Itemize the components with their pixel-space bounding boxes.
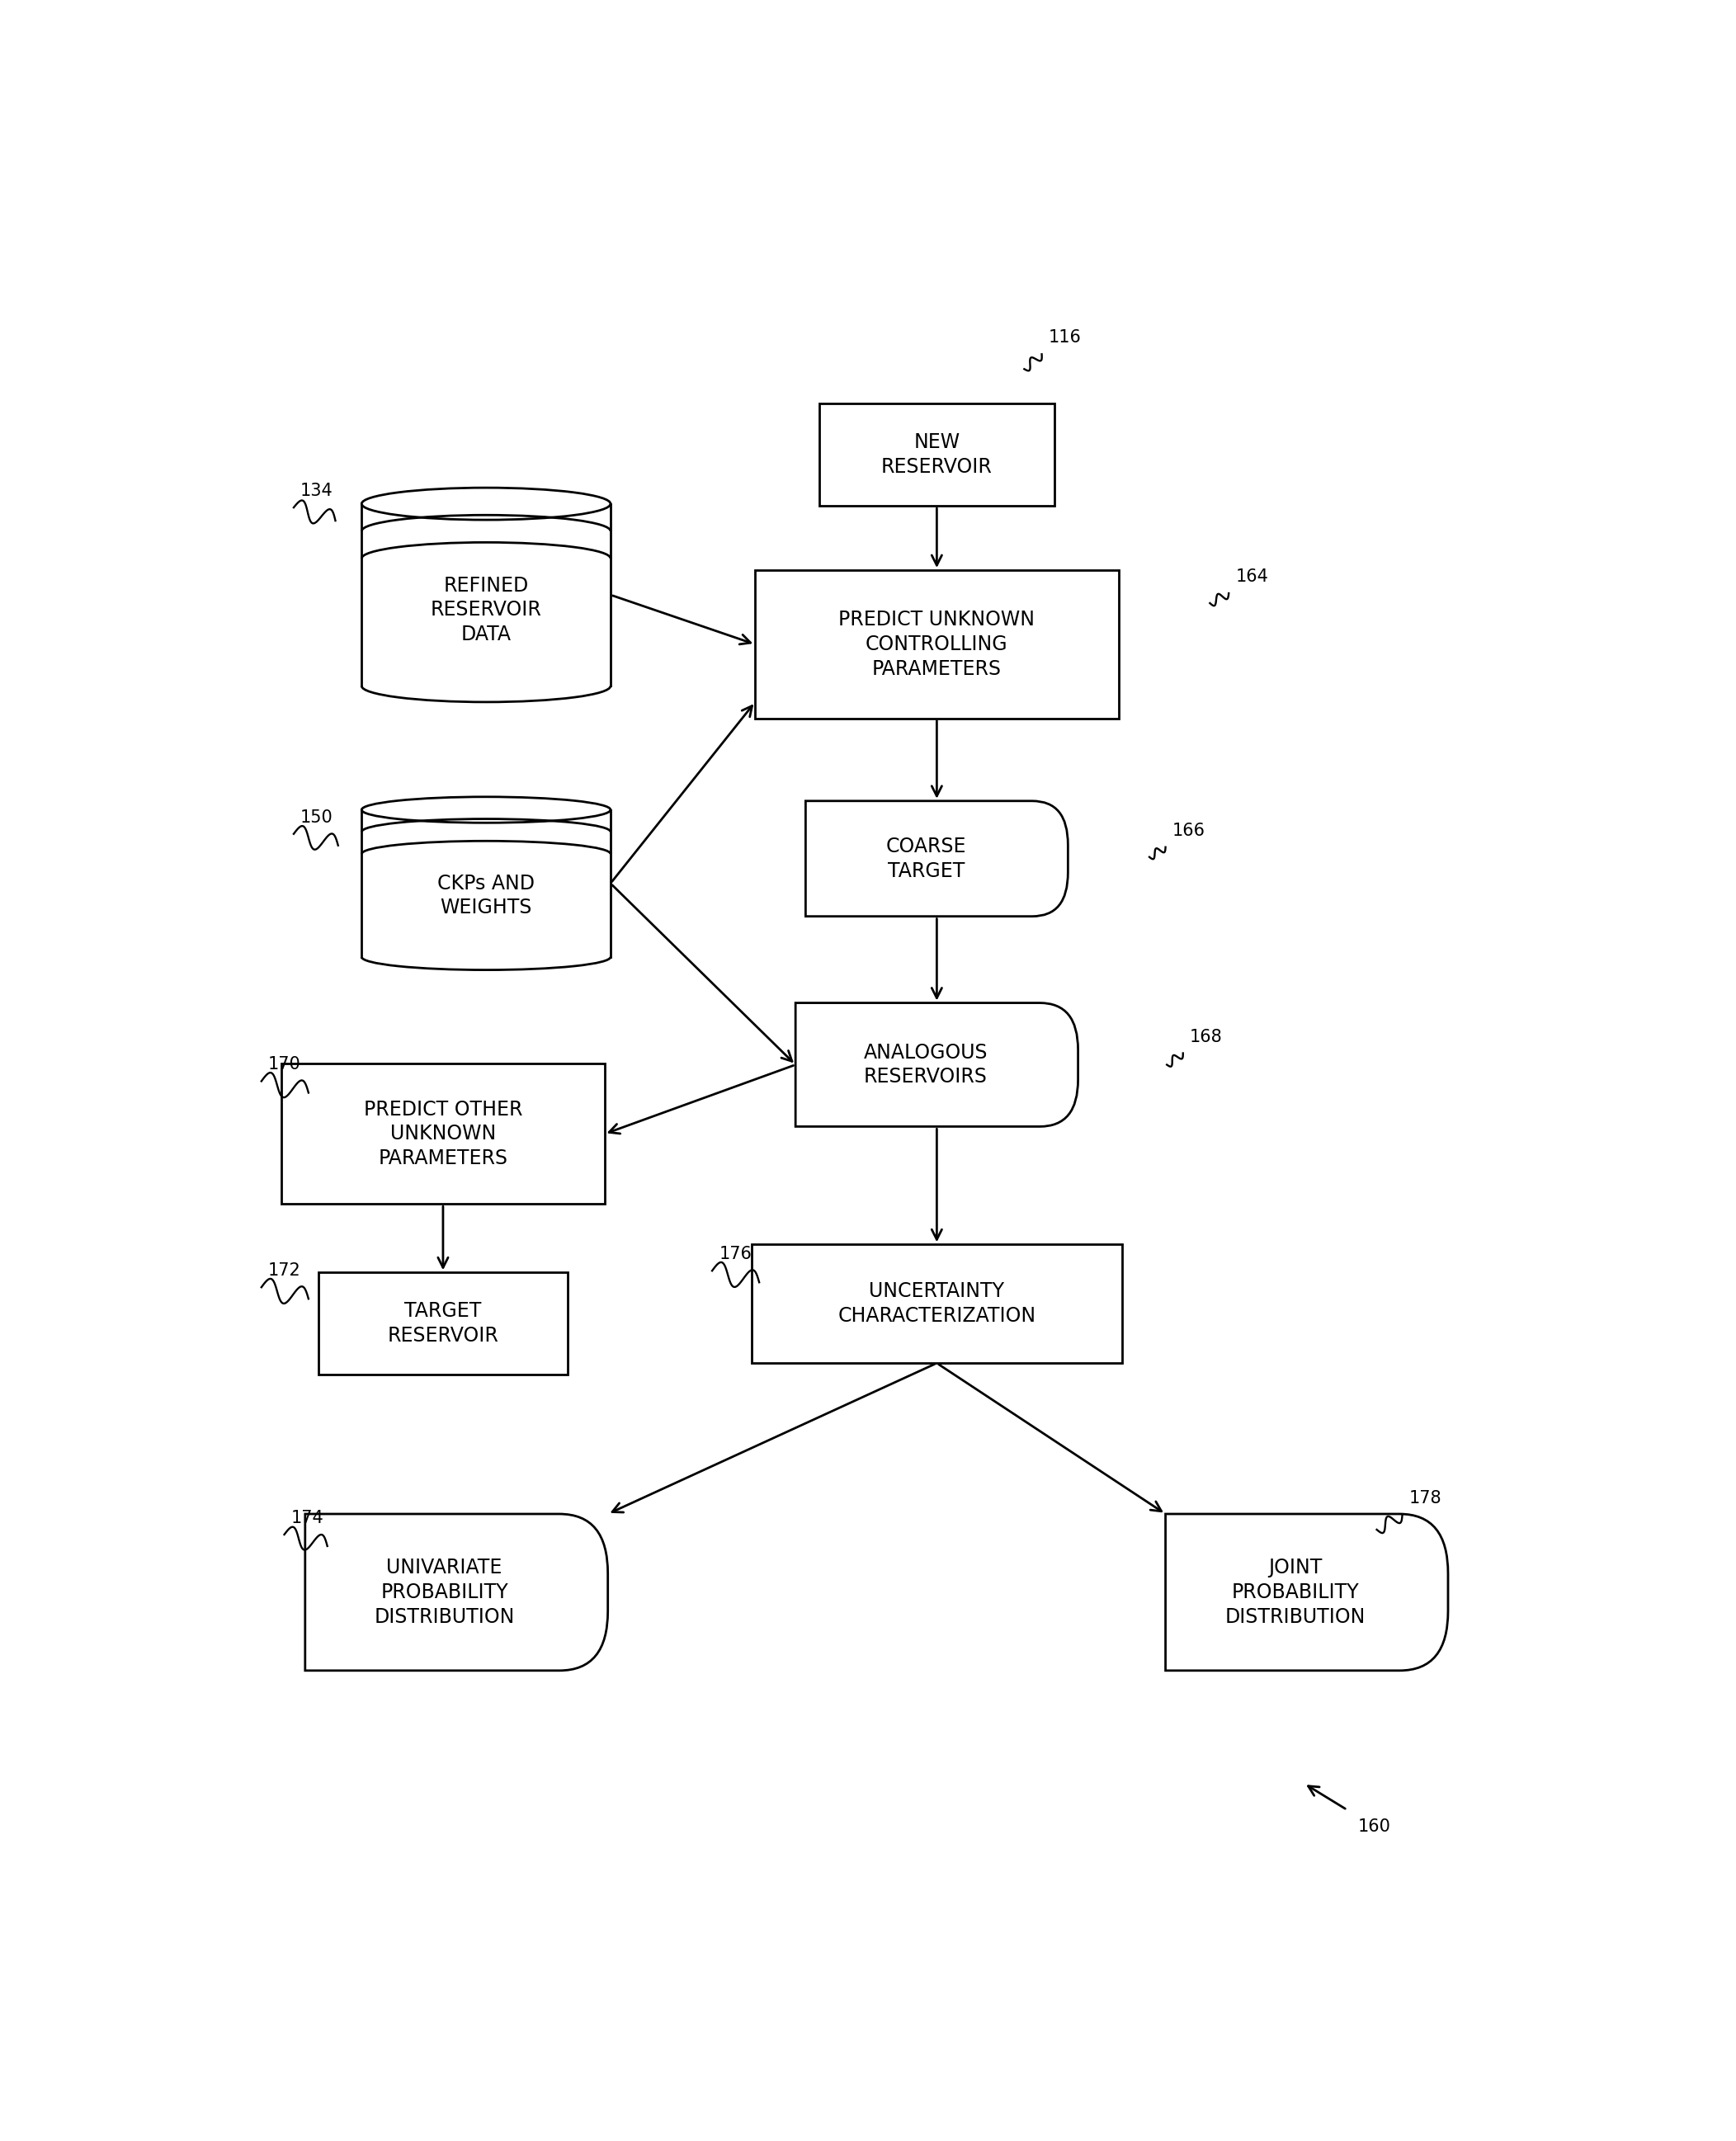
- Text: 168: 168: [1189, 1028, 1222, 1045]
- Text: 172: 172: [267, 1263, 300, 1278]
- Text: 164: 164: [1236, 570, 1269, 584]
- Text: 134: 134: [300, 482, 333, 499]
- Ellipse shape: [361, 796, 611, 822]
- PathPatch shape: [795, 1002, 1078, 1126]
- Bar: [281, 1064, 604, 1203]
- Bar: [752, 1244, 1121, 1364]
- Bar: [755, 570, 1118, 719]
- Ellipse shape: [361, 488, 611, 520]
- Text: 166: 166: [1172, 822, 1205, 839]
- Text: CKPs AND
WEIGHTS: CKPs AND WEIGHTS: [437, 874, 535, 918]
- Text: COARSE
TARGET: COARSE TARGET: [885, 837, 967, 880]
- PathPatch shape: [1165, 1514, 1448, 1670]
- Text: PREDICT OTHER
UNKNOWN
PARAMETERS: PREDICT OTHER UNKNOWN PARAMETERS: [363, 1100, 523, 1169]
- Bar: [819, 405, 1054, 505]
- Text: UNCERTAINTY
CHARACTERIZATION: UNCERTAINTY CHARACTERIZATION: [838, 1282, 1036, 1325]
- Text: 116: 116: [1049, 330, 1082, 347]
- Text: 150: 150: [300, 809, 333, 826]
- Text: JOINT
PROBABILITY
DISTRIBUTION: JOINT PROBABILITY DISTRIBUTION: [1226, 1559, 1366, 1627]
- Text: 170: 170: [267, 1056, 300, 1073]
- Text: TARGET
RESERVOIR: TARGET RESERVOIR: [387, 1302, 498, 1347]
- PathPatch shape: [306, 1514, 608, 1670]
- Text: ANALOGOUS
RESERVOIRS: ANALOGOUS RESERVOIRS: [863, 1043, 988, 1088]
- Text: NEW
RESERVOIR: NEW RESERVOIR: [882, 432, 993, 477]
- Text: 176: 176: [719, 1246, 752, 1263]
- Text: 160: 160: [1358, 1818, 1391, 1835]
- Text: UNIVARIATE
PROBABILITY
DISTRIBUTION: UNIVARIATE PROBABILITY DISTRIBUTION: [373, 1559, 514, 1627]
- PathPatch shape: [806, 801, 1068, 916]
- Text: PREDICT UNKNOWN
CONTROLLING
PARAMETERS: PREDICT UNKNOWN CONTROLLING PARAMETERS: [838, 610, 1035, 679]
- Text: 178: 178: [1410, 1490, 1441, 1507]
- Text: 174: 174: [292, 1509, 325, 1527]
- Bar: [319, 1272, 568, 1375]
- Text: REFINED
RESERVOIR
DATA: REFINED RESERVOIR DATA: [431, 576, 542, 644]
